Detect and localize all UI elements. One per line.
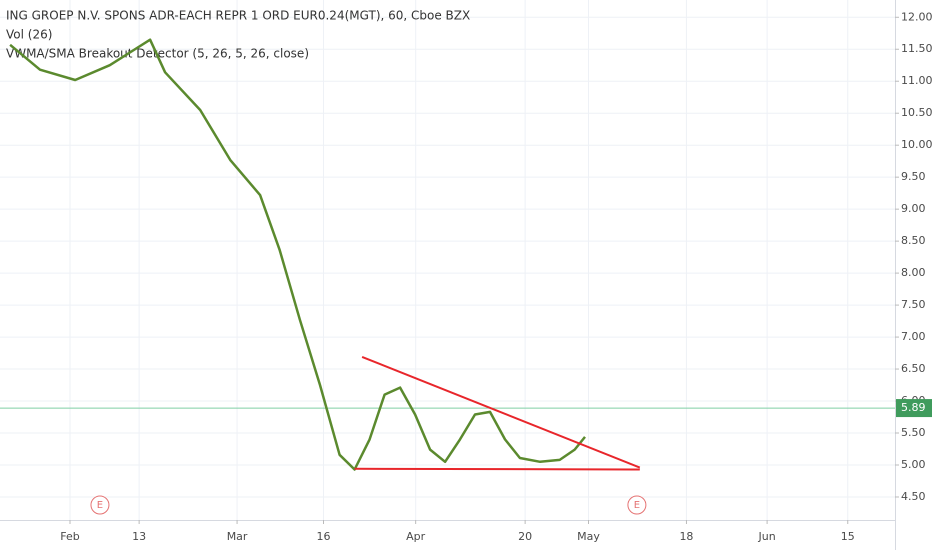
y-tick-label: 6.50: [901, 362, 926, 375]
x-tick-label: Feb: [60, 530, 79, 543]
y-tick-label: 8.00: [901, 266, 926, 279]
y-tick-label: 9.50: [901, 170, 926, 183]
y-tick-label: 10.50: [901, 106, 932, 119]
last-price-box: [896, 399, 932, 418]
last-price-label: 5.89: [901, 401, 926, 414]
event-label: E: [634, 500, 640, 511]
y-tick-label: 7.00: [901, 330, 926, 343]
y-tick-label: 11.00: [901, 74, 932, 87]
legend-item: Vol (26): [6, 28, 52, 42]
event-label: E: [97, 500, 103, 511]
y-tick-label: 11.50: [901, 42, 932, 55]
y-tick-label: 8.50: [901, 234, 926, 247]
x-tick-label: Jun: [758, 530, 776, 543]
x-tick-label: 15: [841, 530, 855, 543]
x-tick-label: 20: [518, 530, 532, 543]
y-tick-label: 9.00: [901, 202, 926, 215]
event-marker: [90, 495, 110, 515]
x-tick-label: 13: [132, 530, 146, 543]
x-tick-label: Apr: [406, 530, 426, 543]
y-tick-label: 5.50: [901, 426, 926, 439]
x-tick-label: Mar: [227, 530, 248, 543]
x-tick-label: 18: [679, 530, 693, 543]
x-tick-label: 16: [316, 530, 330, 543]
series-line: [354, 467, 640, 471]
x-tick-label: May: [577, 530, 600, 543]
chart-title: ING GROEP N.V. SPONS ADR-EACH REPR 1 ORD…: [6, 9, 470, 23]
y-tick-label: 12.00: [901, 10, 932, 23]
series-line: [9, 38, 586, 471]
series-line: [361, 355, 641, 469]
y-tick-label: 5.00: [901, 458, 926, 471]
event-marker: [627, 495, 647, 515]
y-tick-label: 4.50: [901, 490, 926, 503]
y-tick-label: 10.00: [901, 138, 932, 151]
y-tick-label: 7.50: [901, 298, 926, 311]
